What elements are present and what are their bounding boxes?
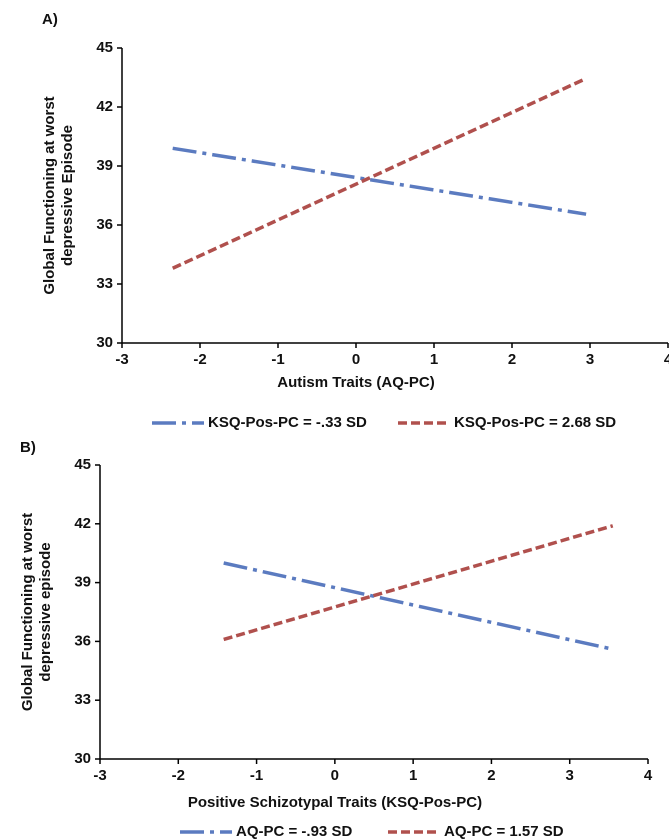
y-axis-title: Global Functioning at worst — [19, 513, 36, 711]
x-tick-label: -2 — [193, 351, 206, 368]
legend-label: AQ-PC = 1.57 SD — [444, 823, 564, 840]
panel-label: A) — [42, 11, 58, 28]
y-tick-label: 39 — [74, 574, 91, 591]
x-tick-label: 0 — [331, 767, 339, 784]
x-tick-label: -1 — [271, 351, 284, 368]
x-tick-label: 4 — [664, 351, 669, 368]
y-tick-label: 33 — [74, 691, 91, 708]
y-axis-title: Global Functioning at worst — [41, 96, 58, 294]
legend-label: AQ-PC = -.93 SD — [236, 823, 352, 840]
series-line — [223, 524, 614, 642]
y-tick-label: 45 — [74, 456, 91, 473]
y-tick-label: 42 — [74, 515, 91, 532]
y-tick-label: 42 — [96, 98, 113, 115]
y-tick-label: 30 — [96, 334, 113, 351]
x-tick-label: -2 — [172, 767, 185, 784]
x-tick-label: 4 — [644, 767, 653, 784]
y-axis-title: depressive Episode — [59, 125, 76, 266]
y-tick-label: 39 — [96, 157, 113, 174]
y-tick-label: 45 — [96, 39, 113, 56]
x-axis-title: Autism Traits (AQ-PC) — [277, 374, 435, 391]
x-tick-label: -1 — [250, 767, 263, 784]
y-tick-label: 33 — [96, 275, 113, 292]
series-line — [172, 146, 587, 216]
x-tick-label: -3 — [93, 767, 106, 784]
x-tick-label: 2 — [487, 767, 495, 784]
y-axis-title: depressive episode — [37, 542, 54, 681]
legend-label: KSQ-Pos-PC = 2.68 SD — [454, 414, 616, 431]
x-tick-label: 0 — [352, 351, 360, 368]
x-tick-label: 2 — [508, 351, 516, 368]
y-tick-label: 36 — [74, 632, 91, 649]
x-axis-title: Positive Schizotypal Traits (KSQ-Pos-PC) — [188, 794, 482, 811]
panel-label: B) — [20, 439, 36, 456]
x-tick-label: 1 — [430, 351, 438, 368]
x-tick-label: 3 — [566, 767, 574, 784]
y-tick-label: 36 — [96, 216, 113, 233]
x-tick-label: 3 — [586, 351, 594, 368]
y-tick-label: 30 — [74, 750, 91, 767]
x-tick-label: -3 — [115, 351, 128, 368]
x-tick-label: 1 — [409, 767, 417, 784]
series-line — [223, 561, 614, 651]
series-line — [171, 76, 587, 270]
legend-label: KSQ-Pos-PC = -.33 SD — [208, 414, 367, 431]
